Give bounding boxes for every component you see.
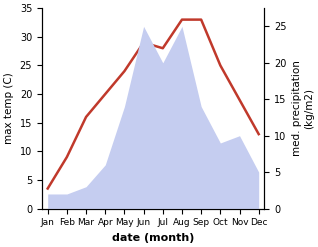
Y-axis label: med. precipitation
(kg/m2): med. precipitation (kg/m2) <box>292 61 314 156</box>
Y-axis label: max temp (C): max temp (C) <box>4 72 14 144</box>
X-axis label: date (month): date (month) <box>112 233 194 243</box>
